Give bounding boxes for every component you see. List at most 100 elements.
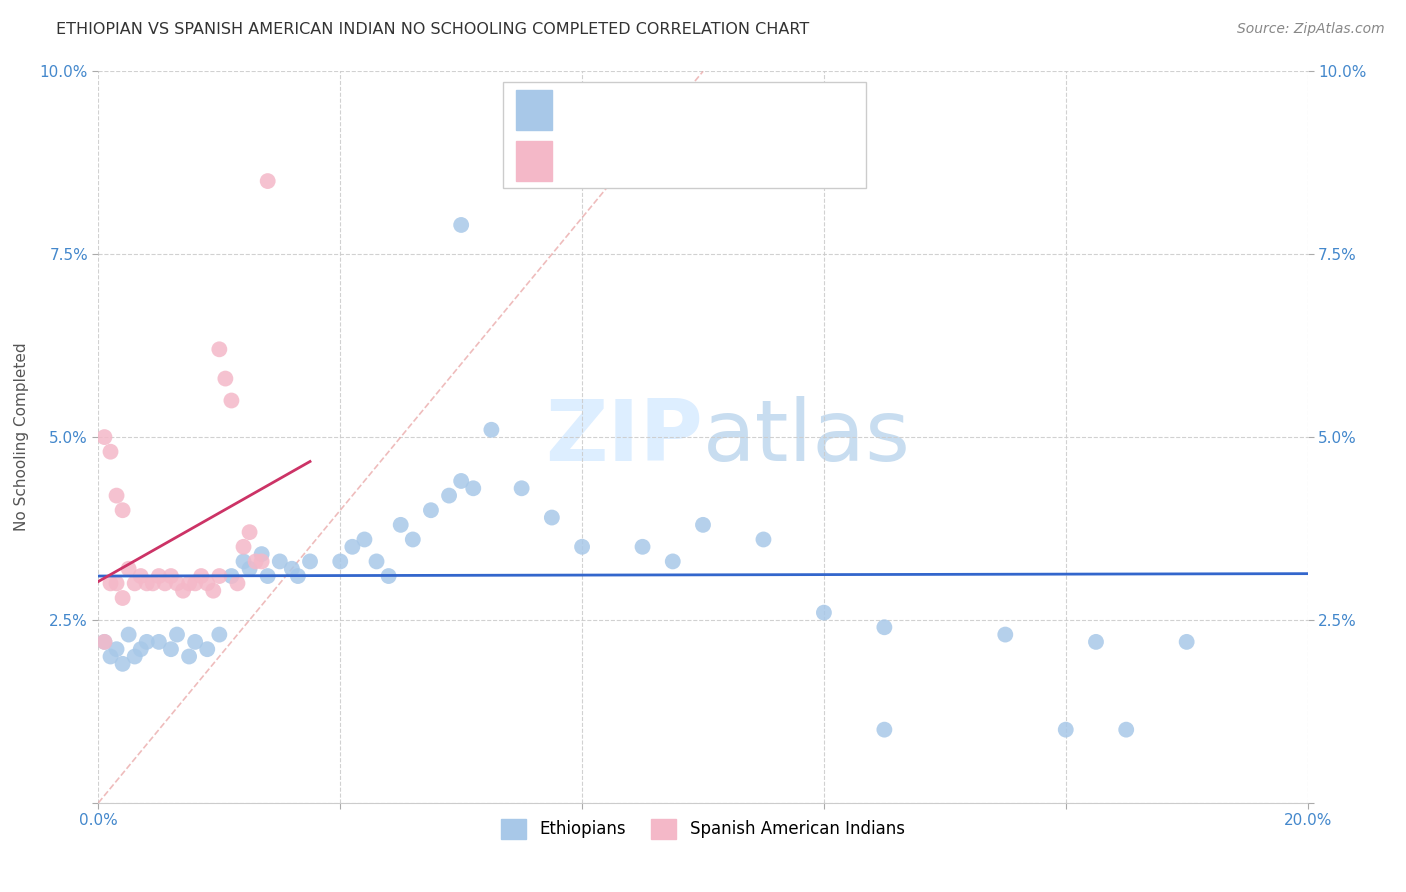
- Point: [93, 635, 115, 649]
- Point: [661, 554, 683, 568]
- Point: [160, 642, 183, 657]
- Point: [631, 540, 654, 554]
- Point: [481, 423, 503, 437]
- Point: [135, 576, 157, 591]
- Point: [232, 554, 254, 568]
- Text: 33: 33: [766, 152, 792, 170]
- Point: [1115, 723, 1137, 737]
- Point: [245, 554, 267, 568]
- Point: [202, 583, 225, 598]
- Point: [214, 371, 236, 385]
- Point: [813, 606, 835, 620]
- Point: [111, 591, 134, 605]
- Point: [179, 576, 201, 591]
- Point: [111, 503, 134, 517]
- Text: N =: N =: [709, 101, 749, 119]
- Point: [184, 635, 207, 649]
- Point: [402, 533, 425, 547]
- Point: [873, 723, 896, 737]
- Point: [450, 218, 472, 232]
- Point: [179, 649, 201, 664]
- Point: [287, 569, 309, 583]
- Text: ETHIOPIAN VS SPANISH AMERICAN INDIAN NO SCHOOLING COMPLETED CORRELATION CHART: ETHIOPIAN VS SPANISH AMERICAN INDIAN NO …: [56, 22, 810, 37]
- FancyBboxPatch shape: [516, 141, 551, 181]
- Point: [195, 642, 218, 657]
- Point: [221, 393, 243, 408]
- Point: [510, 481, 533, 495]
- Point: [166, 576, 188, 591]
- Text: R =: R =: [569, 101, 609, 119]
- Point: [160, 569, 183, 583]
- Point: [1054, 723, 1077, 737]
- Point: [208, 343, 231, 357]
- Point: [631, 130, 654, 145]
- Point: [129, 569, 152, 583]
- Point: [105, 576, 128, 591]
- Point: [873, 620, 896, 634]
- Point: [190, 569, 212, 583]
- Text: 53: 53: [766, 101, 792, 119]
- Point: [221, 569, 243, 583]
- Point: [172, 583, 194, 598]
- Point: [226, 576, 249, 591]
- Point: [994, 627, 1017, 641]
- Point: [420, 503, 443, 517]
- Point: [153, 576, 176, 591]
- Point: [93, 430, 115, 444]
- Point: [250, 547, 273, 561]
- Point: [463, 481, 485, 495]
- Point: [1175, 635, 1198, 649]
- Point: [239, 525, 262, 540]
- Text: 0.179: 0.179: [624, 101, 682, 119]
- Point: [93, 635, 115, 649]
- Point: [105, 642, 128, 657]
- Point: [129, 642, 152, 657]
- Text: ZIP: ZIP: [546, 395, 703, 479]
- Point: [299, 554, 322, 568]
- Point: [437, 489, 460, 503]
- FancyBboxPatch shape: [516, 90, 551, 130]
- Point: [208, 569, 231, 583]
- Point: [100, 576, 122, 591]
- Point: [142, 576, 165, 591]
- Point: [195, 576, 218, 591]
- Point: [232, 540, 254, 554]
- Text: atlas: atlas: [703, 395, 911, 479]
- Legend: Ethiopians, Spanish American Indians: Ethiopians, Spanish American Indians: [495, 812, 911, 846]
- FancyBboxPatch shape: [503, 82, 866, 188]
- Point: [118, 562, 141, 576]
- Text: Source: ZipAtlas.com: Source: ZipAtlas.com: [1237, 22, 1385, 37]
- Point: [752, 533, 775, 547]
- Point: [135, 635, 157, 649]
- Point: [450, 474, 472, 488]
- Point: [166, 627, 188, 641]
- Point: [208, 627, 231, 641]
- Point: [105, 489, 128, 503]
- Point: [100, 444, 122, 458]
- Point: [342, 540, 364, 554]
- Text: 0.458: 0.458: [624, 152, 682, 170]
- Text: R =: R =: [569, 152, 609, 170]
- Point: [239, 562, 262, 576]
- Point: [692, 517, 714, 532]
- Point: [111, 657, 134, 671]
- Point: [281, 562, 304, 576]
- Point: [540, 510, 562, 524]
- Point: [389, 517, 412, 532]
- Point: [124, 576, 146, 591]
- Point: [148, 635, 170, 649]
- Point: [366, 554, 388, 568]
- Point: [118, 627, 141, 641]
- Text: N =: N =: [709, 152, 749, 170]
- Point: [250, 554, 273, 568]
- Point: [1085, 635, 1108, 649]
- Point: [256, 174, 278, 188]
- Point: [100, 649, 122, 664]
- Point: [256, 569, 278, 583]
- Point: [571, 540, 593, 554]
- Point: [148, 569, 170, 583]
- Point: [124, 649, 146, 664]
- Point: [269, 554, 291, 568]
- Point: [353, 533, 375, 547]
- Y-axis label: No Schooling Completed: No Schooling Completed: [14, 343, 28, 532]
